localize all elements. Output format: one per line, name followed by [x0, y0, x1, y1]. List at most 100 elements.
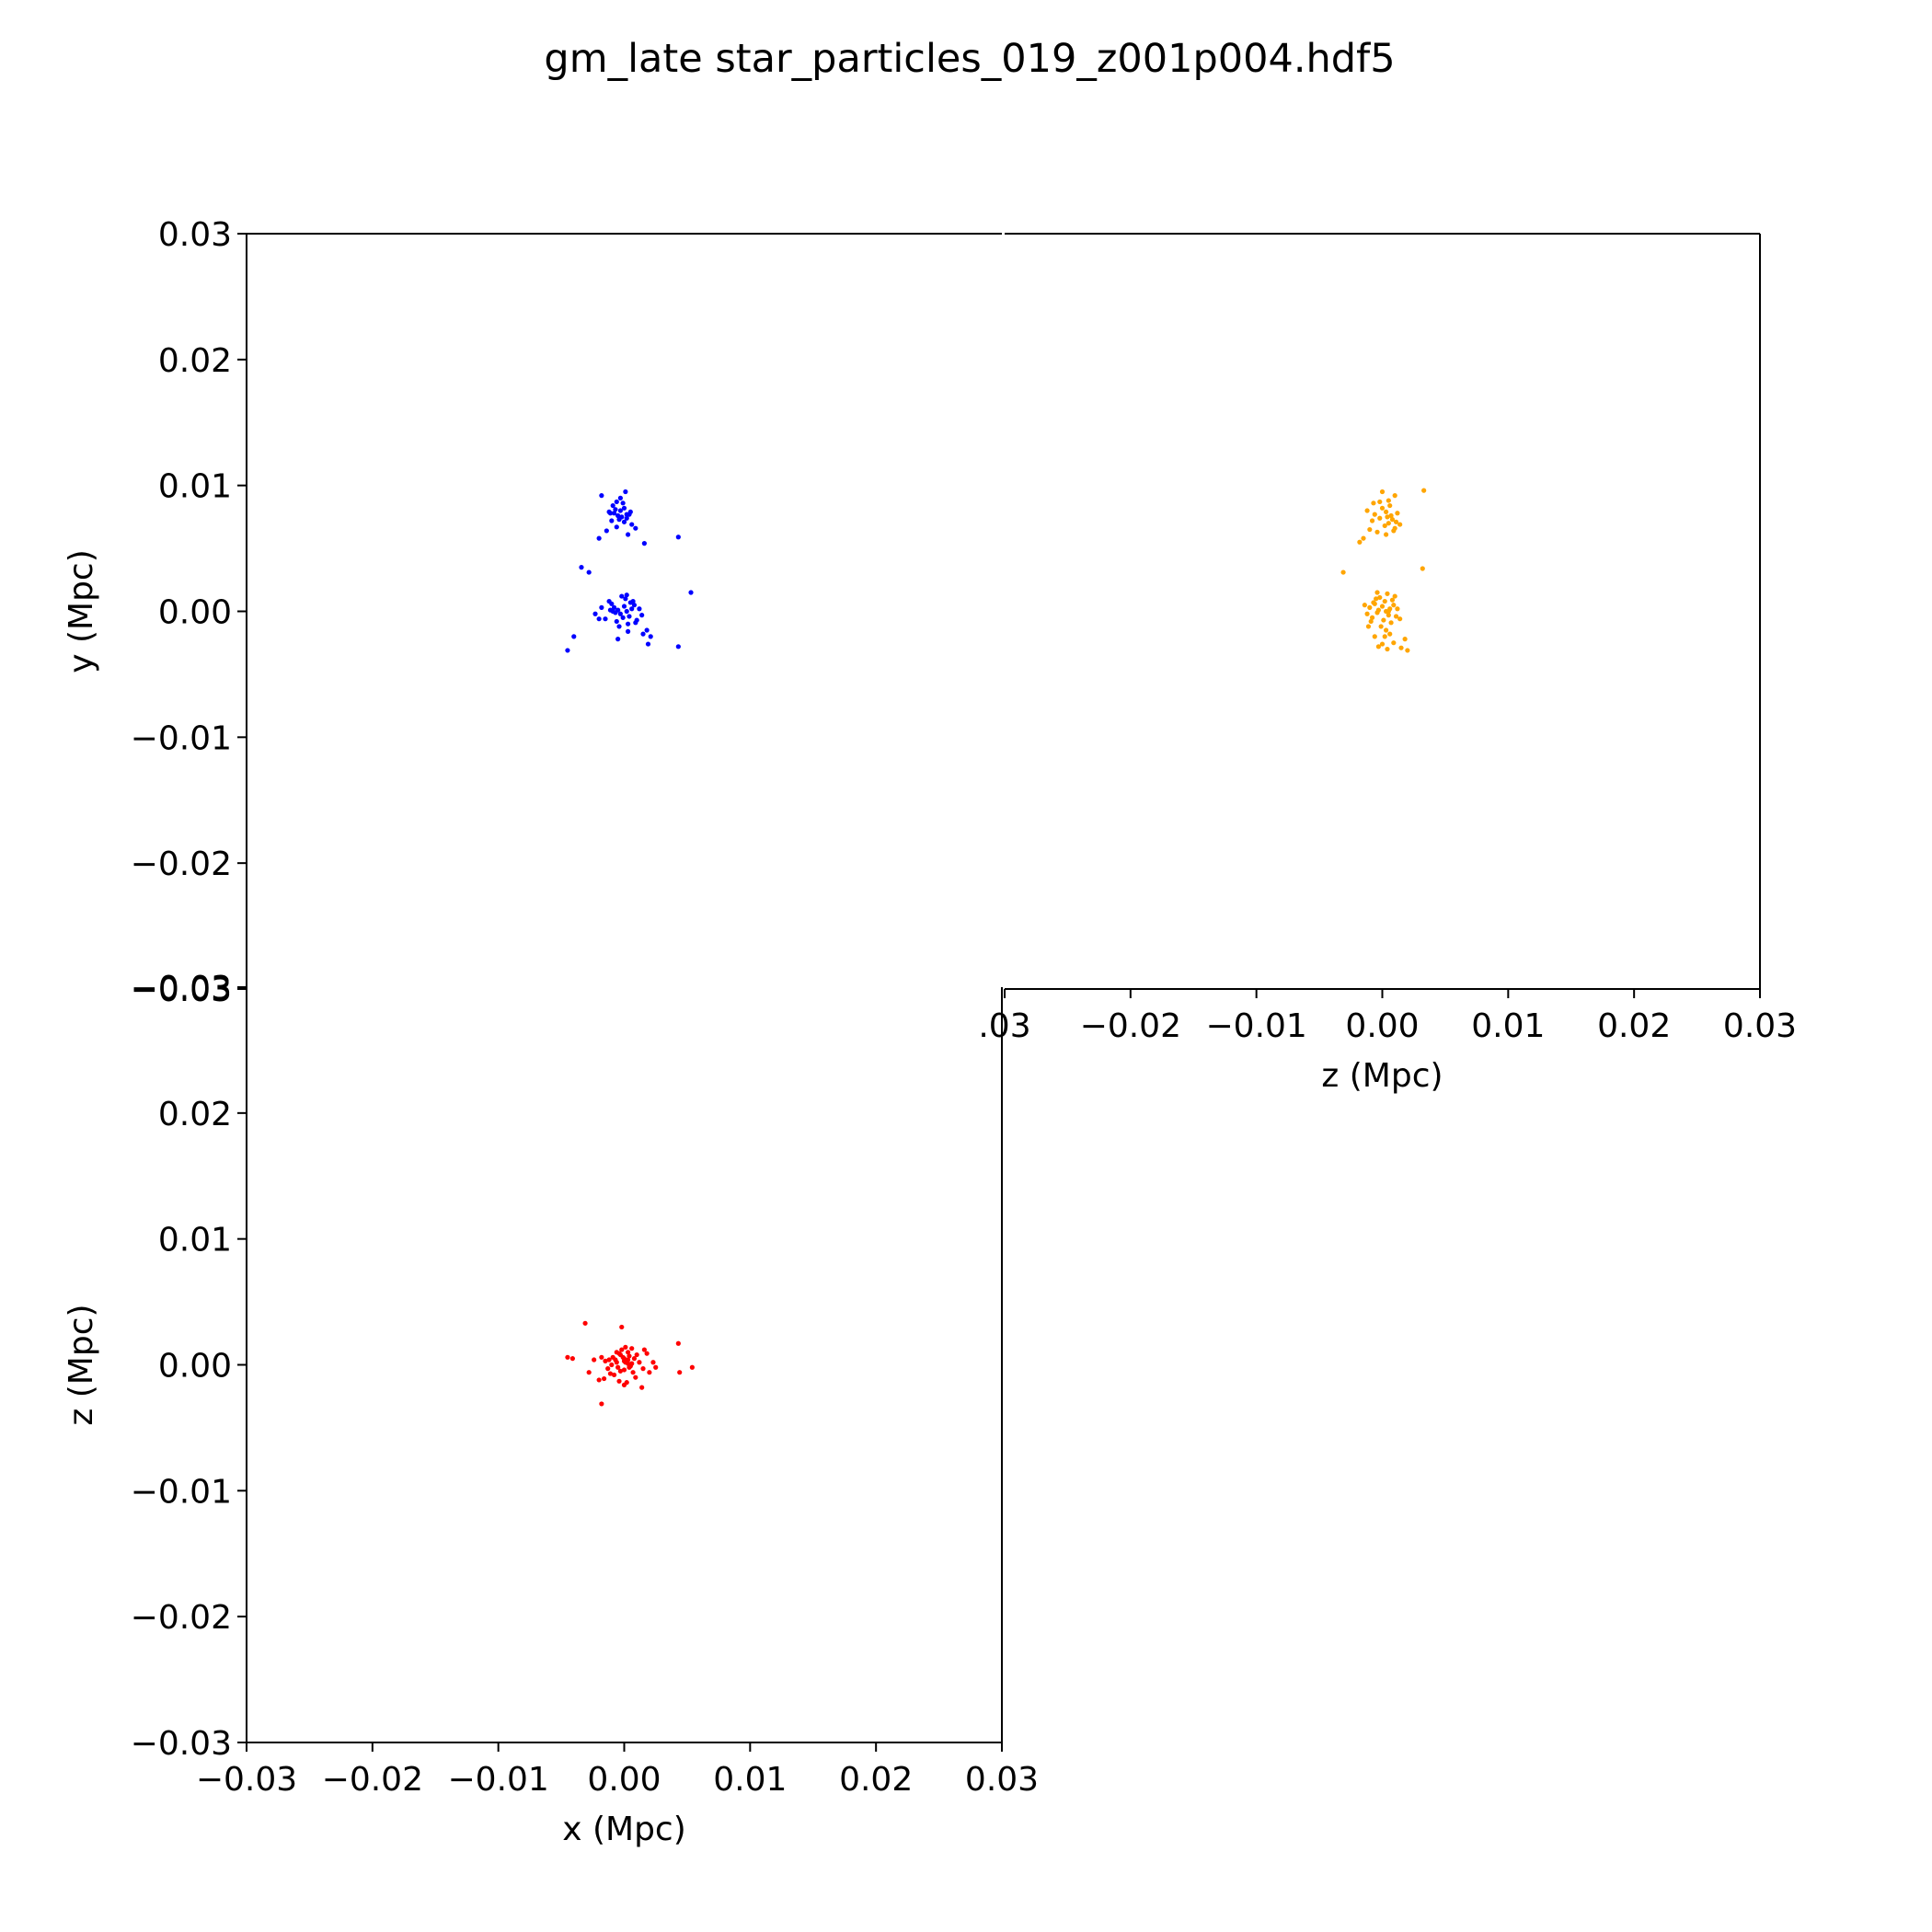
data-point: [1385, 646, 1390, 652]
data-point: [569, 1356, 575, 1362]
data-point: [1374, 610, 1380, 615]
data-point: [675, 644, 681, 650]
data-point: [599, 604, 604, 610]
data-point: [637, 1360, 642, 1365]
panel-x-y: 0.03 0.02 0.01 0.00 −0.01 −0.02 −0.03 y (Mpc): [63, 216, 1002, 1009]
data-point: [1377, 515, 1383, 521]
data-point: [1384, 627, 1389, 633]
data-point: [1405, 648, 1410, 653]
data-point: [596, 616, 602, 622]
data-point: [1402, 637, 1408, 642]
data-point: [644, 1351, 650, 1356]
data-point: [1371, 600, 1376, 605]
data-point: [599, 1401, 604, 1407]
data-point: [1378, 624, 1384, 629]
data-point: [615, 1364, 621, 1370]
data-point: [634, 1351, 639, 1358]
data-point: [1421, 488, 1427, 493]
data-point: [614, 499, 619, 505]
y-tick-label: −0.01: [131, 1473, 232, 1511]
data-point: [613, 1357, 618, 1363]
data-point: [571, 634, 577, 639]
data-point: [596, 535, 602, 541]
data-point: [1392, 593, 1397, 599]
data-point: [1368, 618, 1374, 625]
data-point: [579, 565, 584, 570]
data-point: [1367, 526, 1373, 533]
data-point: [1367, 604, 1373, 610]
data-point: [617, 495, 623, 500]
data-point: [605, 1366, 611, 1372]
data-point: [639, 613, 645, 618]
x-tick-label: 0.02: [1597, 1007, 1671, 1045]
data-point: [614, 1350, 619, 1355]
data-point: [616, 517, 622, 523]
data-point: [596, 1377, 602, 1383]
data-point: [629, 1346, 635, 1351]
data-point: [626, 628, 631, 634]
data-point: [1386, 613, 1391, 618]
data-point: [1375, 644, 1381, 650]
data-point: [609, 518, 615, 523]
data-point: [613, 507, 618, 512]
data-point: [1420, 566, 1425, 571]
data-point: [1379, 641, 1386, 647]
data-point: [609, 1362, 615, 1368]
data-point: [653, 1364, 659, 1370]
data-point: [689, 1364, 695, 1370]
data-point: [1393, 614, 1399, 619]
data-point: [607, 1371, 614, 1376]
data-point: [1377, 594, 1383, 601]
data-point: [616, 1378, 622, 1384]
data-point: [1365, 624, 1372, 629]
data-point: [624, 515, 629, 521]
y-tick-label: 0.02: [158, 342, 232, 380]
x-tick-label: −0.01: [448, 1761, 549, 1799]
data-point: [603, 616, 608, 622]
data-point: [619, 593, 625, 599]
x-tick-label: −0.02: [322, 1761, 423, 1799]
data-point: [626, 532, 631, 537]
data-point: [604, 528, 609, 534]
data-point: [617, 508, 623, 513]
data-point: [624, 592, 629, 598]
x-tick-label: 0.03: [965, 1761, 1039, 1799]
data-point: [1357, 539, 1363, 545]
data-point: [599, 493, 604, 499]
data-point: [607, 511, 614, 516]
data-point: [592, 611, 598, 616]
data-point: [630, 1370, 636, 1375]
data-point: [586, 1370, 592, 1375]
panels: 0.03 0.02 0.01 0.00 −0.01 −0.02 −0.03 y (Mpc) .0…: [63, 216, 1797, 1848]
data-point: [1395, 606, 1400, 612]
x-tick-label: 0.03: [1723, 1007, 1797, 1045]
data-point: [1340, 569, 1346, 575]
data-point: [621, 519, 627, 524]
data-point: [624, 608, 629, 615]
data-point: [620, 615, 626, 620]
data-point: [621, 1358, 627, 1363]
y-axis-label: z (Mpc): [63, 1304, 100, 1425]
data-point: [1384, 509, 1389, 515]
data-point: [627, 1364, 632, 1370]
y-tick-label: 0.03: [158, 216, 232, 254]
data-point: [630, 598, 636, 604]
y-tick-label: −0.01: [131, 719, 232, 757]
data-point: [1364, 611, 1370, 616]
data-point: [633, 525, 638, 531]
data-point: [629, 522, 635, 527]
data-point: [615, 637, 621, 642]
x-tick-label: 0.00: [587, 1761, 661, 1799]
y-axis-label: y (Mpc): [63, 549, 100, 673]
data-point: [617, 611, 623, 616]
data-point: [677, 1370, 683, 1375]
data-point: [565, 648, 570, 653]
y-tick-label: −0.03: [131, 1725, 232, 1763]
y-tick-label: 0.02: [158, 1096, 232, 1133]
data-point: [640, 1366, 646, 1372]
data-point: [619, 1347, 625, 1352]
data-point: [614, 618, 619, 625]
x-tick-label: 0.00: [1345, 1007, 1419, 1045]
data-point: [1392, 493, 1397, 499]
data-point: [1391, 603, 1397, 608]
